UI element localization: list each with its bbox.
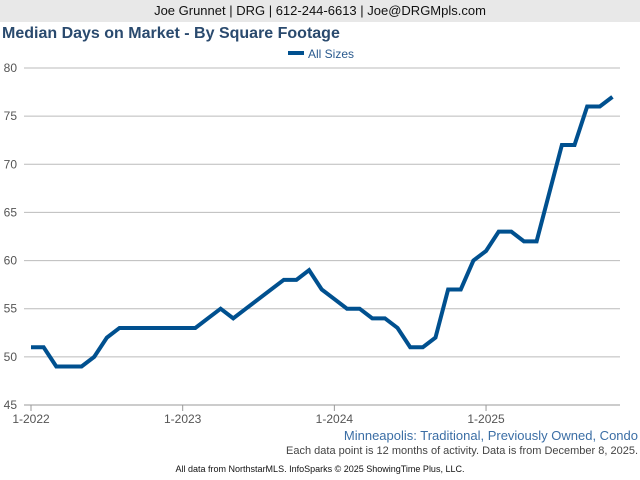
y-tick-label: 65 [4, 205, 18, 219]
legend-swatch [288, 51, 304, 55]
y-tick-label: 75 [4, 109, 18, 123]
y-tick-label: 80 [4, 61, 18, 75]
source-credit: All data from NorthstarMLS. InfoSparks ©… [175, 464, 465, 474]
y-tick-label: 45 [4, 398, 18, 412]
legend-label: All Sizes [308, 47, 354, 61]
x-tick-label: 1-2025 [467, 412, 505, 426]
region-label: Minneapolis: Traditional, Previously Own… [343, 428, 638, 443]
x-tick-label: 1-2022 [12, 412, 50, 426]
y-tick-label: 70 [4, 157, 18, 171]
y-tick-label: 50 [4, 350, 18, 364]
x-tick-label: 1-2023 [164, 412, 202, 426]
chart-title: Median Days on Market - By Square Footag… [2, 25, 340, 42]
contact-header: Joe Grunnet | DRG | 612-244-6613 | Joe@D… [0, 0, 640, 22]
x-tick-label: 1-2024 [316, 412, 354, 426]
data-note: Each data point is 12 months of activity… [286, 445, 638, 457]
y-tick-label: 60 [4, 254, 18, 268]
series-line-all-sizes [31, 95, 614, 369]
y-tick-label: 55 [4, 302, 18, 316]
